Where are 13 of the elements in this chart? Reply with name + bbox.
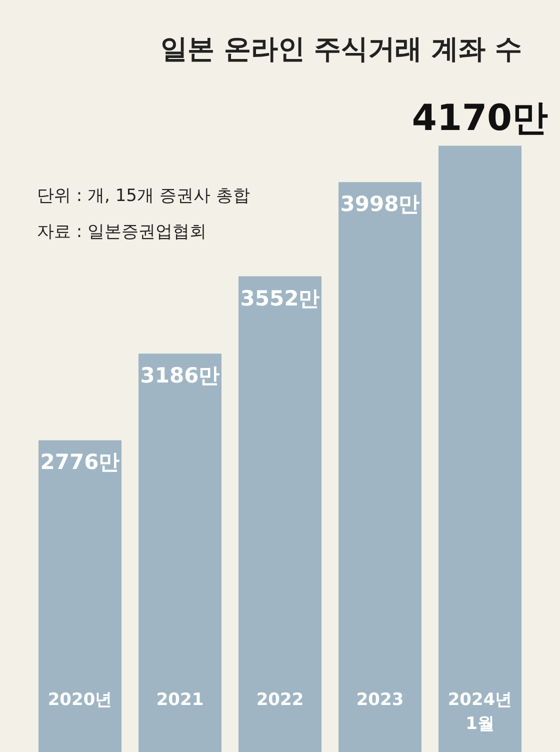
x-tick-label: 2022 (256, 690, 304, 710)
data-label: 3552만 (240, 286, 320, 310)
text: 일본 온라인 주식거래 계좌 수 (160, 34, 522, 65)
annotation: 단위 : 개, 15개 증권사 총합 (37, 186, 250, 206)
x-tick-label: 2021 (156, 690, 204, 710)
data-label: 2776만 (40, 450, 120, 474)
annotation: 자료 : 일본증권업협회 (37, 222, 207, 242)
data-label: 3186만 (140, 364, 220, 388)
data-label: 4170만 (412, 98, 548, 139)
x-tick-label: 2023 (356, 690, 404, 710)
x-tick-label: 2024년 1월 (448, 690, 512, 734)
data-label: 3998만 (340, 192, 420, 216)
x-tick-label: 2020년 (48, 690, 112, 710)
